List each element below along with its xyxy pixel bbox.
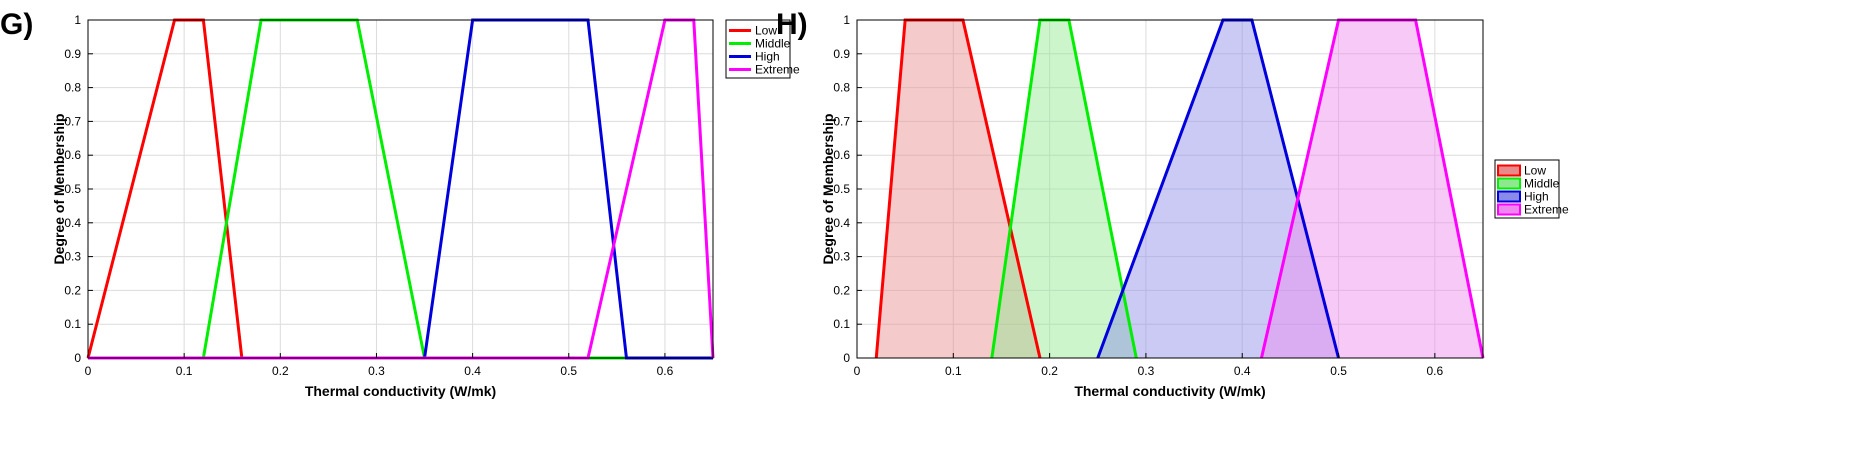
y-axis-label: Degree of Membership [820, 114, 836, 265]
legend-label: High [755, 50, 780, 64]
x-tick-label: 0.2 [1041, 364, 1058, 378]
y-tick-label: 0.5 [833, 182, 850, 196]
legend-swatch [1497, 190, 1521, 203]
legend-label: Middle [1524, 177, 1560, 191]
y-tick-label: 0.6 [64, 148, 81, 162]
x-tick-label: 0.3 [1138, 364, 1155, 378]
y-tick-label: 1 [74, 13, 81, 27]
x-tick-label: 0.1 [945, 364, 962, 378]
x-tick-label: 0.2 [272, 364, 289, 378]
x-axis-label: Thermal conductivity (W/mk) [305, 383, 496, 399]
y-tick-label: 0.4 [833, 216, 850, 230]
y-tick-label: 0.2 [833, 283, 850, 297]
x-tick-label: 0.4 [464, 364, 481, 378]
chart-panel-1: H) 0 0.1 0.2 0.3 0.4 0.5 0.6 0 0.1 0.2 0.3 0.4 0.5 0.6… [776, 8, 1569, 399]
y-tick-label: 0.9 [64, 47, 81, 61]
y-tick-label: 0.5 [64, 182, 81, 196]
legend-swatch [1497, 203, 1521, 216]
y-tick-label: 0.6 [833, 148, 850, 162]
x-tick-label: 0.4 [1234, 364, 1251, 378]
legend-swatch [1497, 177, 1521, 190]
panel-letter: G) [0, 8, 33, 41]
legend-label: Low [755, 24, 777, 38]
y-tick-label: 1 [843, 13, 850, 27]
x-tick-label: 0.3 [368, 364, 385, 378]
legend-label: Middle [755, 37, 791, 51]
y-tick-label: 0.7 [64, 114, 81, 128]
x-tick-label: 0 [85, 364, 92, 378]
series-area-low [876, 20, 1040, 358]
chart-panel-0: G) 0 0.1 0.2 0.3 0.4 0.5 0.6 0 0.1 0.2 0.3 0.4 0.5 0.6… [0, 8, 800, 399]
y-tick-label: 0.9 [833, 47, 850, 61]
legend-label: High [1524, 190, 1549, 204]
panel-letter: H) [776, 8, 808, 41]
y-tick-label: 0 [74, 351, 81, 365]
y-tick-label: 0.3 [833, 250, 850, 264]
x-tick-label: 0.1 [176, 364, 193, 378]
series-area-high [1097, 20, 1339, 358]
y-tick-label: 0.3 [64, 250, 81, 264]
x-tick-label: 0.6 [1427, 364, 1444, 378]
y-tick-label: 0.8 [833, 81, 850, 95]
legend-swatch [1497, 164, 1521, 177]
x-tick-label: 0.5 [1330, 364, 1347, 378]
legend-label: Extreme [755, 63, 800, 77]
y-tick-label: 0.1 [833, 317, 850, 331]
x-axis-label: Thermal conductivity (W/mk) [1074, 383, 1265, 399]
y-tick-label: 0.8 [64, 81, 81, 95]
legend-label: Extreme [1524, 203, 1569, 217]
x-tick-label: 0.6 [657, 364, 674, 378]
y-tick-label: 0.7 [833, 114, 850, 128]
y-tick-label: 0.1 [64, 317, 81, 331]
x-tick-label: 0.5 [560, 364, 577, 378]
y-tick-label: 0 [843, 351, 850, 365]
y-tick-label: 0.4 [64, 216, 81, 230]
y-tick-label: 0.2 [64, 283, 81, 297]
x-tick-label: 0 [854, 364, 861, 378]
y-axis-label: Degree of Membership [51, 114, 67, 265]
legend-label: Low [1524, 164, 1546, 178]
